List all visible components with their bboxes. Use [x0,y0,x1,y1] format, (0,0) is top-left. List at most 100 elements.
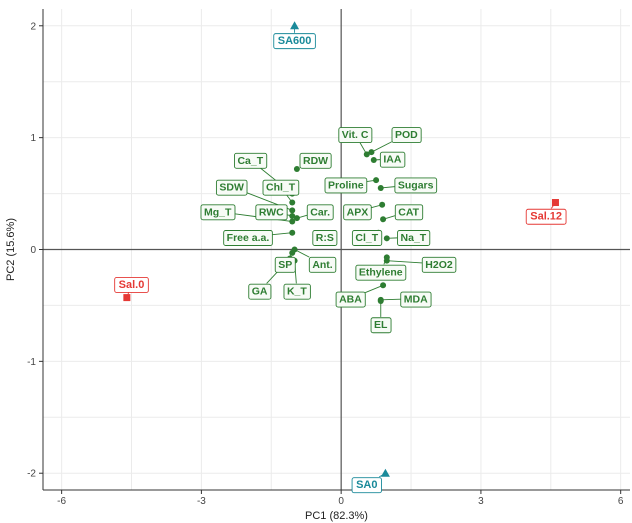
y-tick-label: 0 [30,245,36,256]
label-text: RWC [259,206,284,218]
label-box [394,204,424,221]
variable-point-sdw [289,207,296,214]
y-tick-label: -1 [27,357,36,368]
label-text: Sal.12 [530,211,562,223]
label-box [283,283,311,300]
label-box [114,277,149,293]
variable-point-apx [379,201,386,208]
label-text: RDW [303,155,328,167]
label-box [312,230,338,246]
label-box [391,127,422,144]
variable-point-cat [380,216,387,223]
label-box [324,177,368,194]
label-cat: CAT [394,204,424,221]
ticks: -6 -3 0 3 6 -2 -1 0 1 2 [27,21,624,507]
y-tick-label: 2 [30,21,36,32]
variable-point-sugars [377,184,384,191]
label-text: GA [252,286,268,298]
label-mda: MDA [400,291,432,308]
label-box [223,230,273,246]
label-box [355,264,407,281]
x-tick-label: 6 [618,496,624,507]
label-box [343,204,372,221]
label-text: Sal.0 [119,279,145,291]
label-text: Mg_T [204,206,232,218]
label-box [397,230,431,246]
variable-point-vit-c [363,151,370,158]
label-box [273,33,316,50]
zero-lines [43,9,630,490]
label-r-s: R:S [312,230,338,246]
x-tick-label: -3 [197,496,206,507]
label-text: Cl_T [355,232,378,244]
label-cl-t: Cl_T [351,230,383,246]
leader-line [272,232,293,236]
label-sal-12: Sal.12 [525,208,567,225]
label-box [234,152,268,169]
variable-point-proline [373,177,380,184]
label-text: Na_T [401,232,427,244]
label-iaa: IAA [379,151,406,168]
label-text: R:S [316,232,334,244]
label-text: SP [278,259,292,271]
variable-point-el [377,297,384,304]
label-text: IAA [383,154,402,166]
label-text: Ethylene [359,267,403,279]
label-proline: Proline [324,177,368,194]
label-box [299,152,332,169]
label-text: Ant. [312,259,332,271]
label-box [308,256,337,273]
label-pod: POD [391,127,422,144]
label-car: Car. [306,204,334,221]
label-text: ABA [339,294,362,306]
leader-line [380,298,401,301]
label-ga: GA [248,283,272,300]
label-box [274,256,296,273]
label-box [306,204,334,221]
points [123,21,559,477]
y-axis-title: PC2 (15.6%) [5,218,17,281]
label-sal-0: Sal.0 [114,277,149,293]
label-ant: Ant. [308,256,337,273]
label-text: Car. [310,206,330,218]
label-box [351,477,382,494]
label-box [351,230,383,246]
label-box [379,151,406,168]
label-text: POD [395,129,418,141]
sample-point-sa600 [290,21,300,30]
label-free-a-a: Free a.a. [223,230,273,246]
label-text: MDA [404,294,428,306]
label-text: Chl_T [266,182,296,194]
label-box [255,204,288,221]
label-chl-t: Chl_T [262,179,300,196]
label-text: SA600 [278,35,312,47]
y-tick-label: -2 [27,469,36,480]
label-box [338,127,373,144]
label-box [262,179,300,196]
leader-line [364,284,384,294]
label-box [421,256,457,273]
variable-point-sp [289,249,296,256]
label-box [335,291,366,308]
variable-point-aba [380,282,387,289]
x-axis-title: PC1 (82.3%) [305,510,368,522]
label-ethylene: Ethylene [355,264,407,281]
label-ca-t: Ca_T [234,152,268,169]
label-sa600: SA600 [273,33,316,50]
label-text: Ca_T [237,155,263,167]
label-text: APX [347,206,369,218]
variable-point-car [293,215,300,222]
label-mg-t: Mg_T [200,204,236,221]
label-box [400,291,432,308]
label-sdw: SDW [215,179,248,196]
label-text: Vit. C [342,129,369,141]
label-sa0: SA0 [351,477,382,494]
x-tick-label: -6 [57,496,66,507]
label-vit-c: Vit. C [338,127,373,144]
x-tick-label: 0 [338,496,344,507]
label-text: Proline [328,179,364,191]
variable-point-chl-t [289,199,296,206]
label-box [248,283,272,300]
y-tick-label: 1 [30,133,36,144]
sample-point-sal-0 [123,294,131,302]
